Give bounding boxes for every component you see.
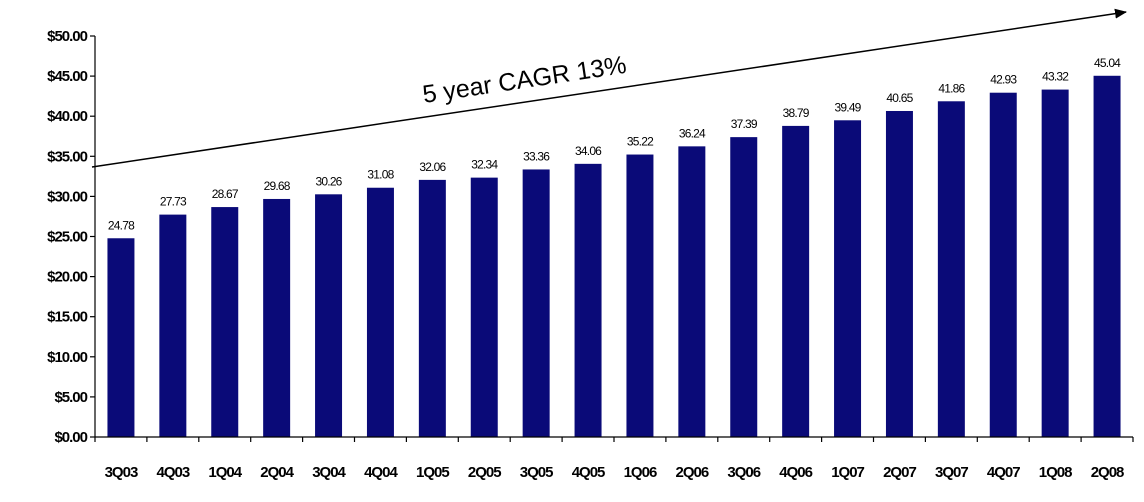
x-tick-label: 1Q04	[208, 464, 242, 481]
y-tick-label: $25.00	[47, 229, 88, 246]
trend-arrow	[91, 8, 1127, 168]
bar	[470, 177, 498, 438]
x-tick-label: 3Q07	[935, 464, 968, 481]
x-tick-label: 2Q08	[1091, 464, 1124, 481]
x-tick-label: 4Q04	[364, 464, 398, 481]
data-label: 39.49	[835, 100, 862, 114]
bar	[1093, 75, 1121, 437]
bar	[315, 194, 343, 437]
bar	[418, 179, 446, 438]
x-tick-label: 4Q05	[572, 464, 605, 481]
bar	[626, 154, 654, 438]
x-tick-label: 3Q06	[727, 464, 760, 481]
x-tick-label: 1Q05	[416, 464, 449, 481]
bar	[211, 207, 239, 437]
x-tick-label: 3Q04	[312, 464, 346, 481]
x-tick-label: 1Q08	[1039, 464, 1072, 481]
data-label: 32.06	[419, 160, 446, 174]
annotation: 5 year CAGR 13%	[91, 8, 1127, 168]
x-axis: 3Q03 4Q03 1Q04 2Q04 3Q04 4Q04 1Q05 2Q05 3Q05 4Q05…	[94, 436, 1134, 481]
data-label: 27.73	[160, 195, 187, 209]
data-label: 37.39	[731, 117, 758, 131]
y-tick-label: $35.00	[47, 148, 88, 165]
x-tick-label: 4Q07	[987, 464, 1020, 481]
x-tick-label: 2Q05	[468, 464, 501, 481]
data-label: 35.22	[627, 135, 654, 149]
bar	[678, 146, 706, 437]
y-tick-label: $40.00	[47, 108, 88, 125]
data-label: 43.32	[1042, 70, 1069, 84]
data-label: 24.78	[108, 218, 135, 232]
data-label: 41.86	[938, 81, 965, 95]
y-tick-label: $30.00	[47, 188, 88, 205]
y-tick-label: $45.00	[47, 68, 88, 85]
data-label: 34.06	[575, 144, 602, 158]
bars	[107, 75, 1121, 438]
data-label: 36.24	[679, 126, 706, 140]
data-label: 42.93	[990, 73, 1017, 87]
x-tick-label: 3Q05	[520, 464, 553, 481]
x-tick-label: 2Q04	[260, 464, 294, 481]
x-tick-label: 2Q06	[675, 464, 708, 481]
bar	[107, 238, 135, 437]
x-tick-label: 3Q03	[105, 464, 138, 481]
x-tick-label: 1Q06	[624, 464, 657, 481]
bar	[834, 120, 862, 438]
data-label: 29.68	[264, 179, 291, 193]
data-label: 31.08	[367, 168, 394, 182]
x-tick-label: 1Q07	[831, 464, 864, 481]
y-tick-label: $15.00	[47, 309, 88, 326]
bar	[159, 214, 187, 437]
data-label: 28.67	[212, 187, 239, 201]
y-tick-label: $5.00	[54, 389, 87, 406]
y-axis: $0.00 $5.00 $10.00 $15.00 $20.00 $25.00 $30.00…	[47, 28, 96, 446]
x-tick-label: 4Q03	[156, 464, 189, 481]
bar	[574, 163, 602, 437]
bar	[885, 110, 913, 437]
bar	[522, 169, 550, 437]
bar	[782, 125, 810, 437]
bar	[730, 137, 758, 437]
y-tick-label: $10.00	[47, 349, 88, 366]
y-tick-label: $50.00	[47, 28, 88, 45]
data-labels: 24.78 27.73 28.67 29.68 30.26 31.08 32.06 32.34…	[108, 56, 1122, 232]
x-tick-label: 2Q07	[883, 464, 916, 481]
data-label: 45.04	[1094, 56, 1121, 70]
cagr-annotation: 5 year CAGR 13%	[421, 51, 629, 109]
data-label: 30.26	[316, 174, 343, 188]
y-tick-label: $0.00	[54, 429, 87, 446]
y-tick-label: $20.00	[47, 269, 88, 286]
x-tick-label: 4Q06	[779, 464, 812, 481]
bar	[263, 198, 291, 437]
data-label: 40.65	[886, 91, 913, 105]
bar	[937, 101, 965, 437]
data-label: 38.79	[783, 106, 810, 120]
data-label: 33.36	[523, 149, 550, 163]
bar	[1041, 89, 1069, 437]
bar	[366, 187, 394, 437]
bar	[989, 92, 1017, 437]
data-label: 32.34	[471, 158, 498, 172]
